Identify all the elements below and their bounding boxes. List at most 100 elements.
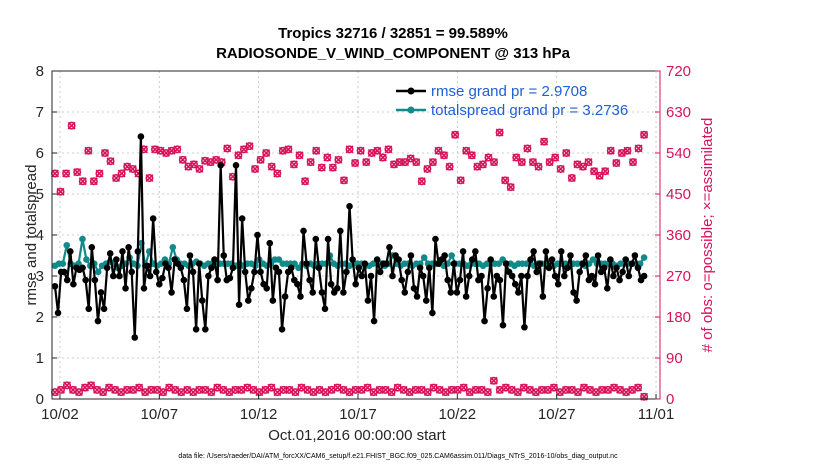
rmse-point [232, 162, 240, 169]
obs-cross [262, 149, 271, 157]
obs-circle [445, 162, 454, 171]
obs-cross [173, 145, 182, 154]
y-axis-label: rmse and totalspread [23, 165, 40, 306]
rmse-point [244, 297, 252, 304]
obs-cross [101, 149, 109, 157]
rmse-point [404, 268, 412, 276]
obs-cross [289, 160, 298, 169]
obs-assimilated-marker [267, 383, 276, 392]
rmse-point [165, 264, 172, 272]
obs-circle [440, 151, 449, 160]
obs-cross [549, 383, 558, 392]
totalspread-point [275, 256, 283, 263]
obs-circle [306, 158, 315, 167]
obs-possible-marker [612, 159, 621, 168]
data-file-footer: data file: /Users/raeder/DAI/ATM_forcXX/… [178, 453, 618, 460]
obs-possible-marker [562, 148, 571, 158]
rmse-point [628, 260, 636, 268]
obs-possible-marker [506, 183, 515, 192]
obs-cross [574, 388, 582, 397]
rmse-point [116, 272, 123, 280]
obs-possible-marker [84, 146, 93, 155]
rmse-point [487, 256, 494, 263]
obs-circle [567, 174, 576, 183]
obs-circle [373, 146, 382, 155]
rmse-point [524, 272, 531, 280]
obs-cross [295, 151, 304, 160]
obs-circle [634, 383, 643, 392]
rmse-point [410, 285, 418, 292]
rmse-series [51, 133, 648, 341]
obs-circle [501, 176, 510, 185]
totalspread-point [291, 260, 298, 268]
obs-circle [640, 130, 649, 139]
right-tick-label: 270 [666, 268, 691, 285]
rmse-point [180, 276, 188, 284]
obs-cross [629, 158, 637, 167]
obs-cross [207, 388, 216, 397]
obs-possible-marker [289, 160, 298, 169]
rmse-point [447, 289, 455, 296]
obs-circle [517, 158, 526, 167]
obs-assimilated-marker [291, 388, 300, 397]
obs-cross [375, 385, 384, 394]
obs-cross [340, 176, 348, 185]
obs-circle [207, 388, 216, 397]
rmse-point [533, 268, 541, 276]
obs-circle [245, 142, 254, 151]
rmse-point [450, 260, 458, 268]
obs-cross [540, 137, 549, 146]
obs-possible-marker [234, 151, 243, 160]
obs-circle [62, 169, 71, 178]
obs-possible-marker [334, 155, 343, 164]
rmse-point [177, 264, 185, 272]
rmse-point [416, 264, 424, 272]
obs-circle [590, 167, 599, 176]
obs-circle [345, 145, 354, 154]
obs-circle [112, 174, 121, 183]
rmse-point [94, 317, 102, 325]
rmse-point [183, 305, 191, 313]
obs-possible-marker [195, 164, 204, 173]
legend-swatch-marker [407, 106, 415, 114]
obs-cross [513, 388, 522, 397]
obs-possible-marker [145, 174, 154, 183]
obs-cross [556, 164, 565, 173]
rmse-point [432, 235, 439, 243]
obs-cross [273, 169, 282, 178]
obs-possible-marker [178, 155, 187, 164]
obs-cross [67, 121, 76, 130]
rmse-point [82, 276, 89, 284]
obs-possible-marker [640, 130, 649, 139]
obs-assimilated-marker [459, 383, 468, 392]
obs-cross [312, 146, 321, 155]
obs-assimilated-marker [363, 383, 372, 392]
obs-cross [147, 385, 156, 394]
obs-cross [362, 158, 371, 167]
rmse-point [143, 262, 151, 270]
obs-circle [63, 381, 72, 390]
obs-possible-marker [456, 176, 465, 185]
obs-circle [89, 177, 98, 186]
chart-subtitle: RADIOSONDE_V_WIND_COMPONENT @ 313 hPa [216, 45, 571, 62]
rmse-point [128, 268, 135, 276]
rmse-point [54, 309, 62, 317]
rmse-point [60, 268, 68, 276]
obs-assimilated-marker [99, 388, 108, 397]
rmse-point [202, 326, 209, 333]
rmse-point [263, 285, 270, 292]
obs-circle [540, 137, 549, 146]
obs-circle [523, 144, 532, 153]
obs-cross [306, 158, 315, 167]
obs-circle [401, 158, 410, 167]
obs-cross [334, 155, 343, 164]
obs-possible-marker [78, 177, 87, 186]
obs-possible-marker [295, 151, 304, 160]
rmse-point [530, 248, 537, 255]
x-axis-ticks: 10/02 10/07 10/12 10/17 10/22 10/27 11/01 [41, 394, 674, 423]
rmse-point [257, 268, 264, 276]
right-tick-label: 90 [666, 350, 683, 367]
left-tick-label: 3 [36, 268, 44, 285]
obs-circle [99, 388, 108, 397]
obs-circle [273, 169, 282, 178]
